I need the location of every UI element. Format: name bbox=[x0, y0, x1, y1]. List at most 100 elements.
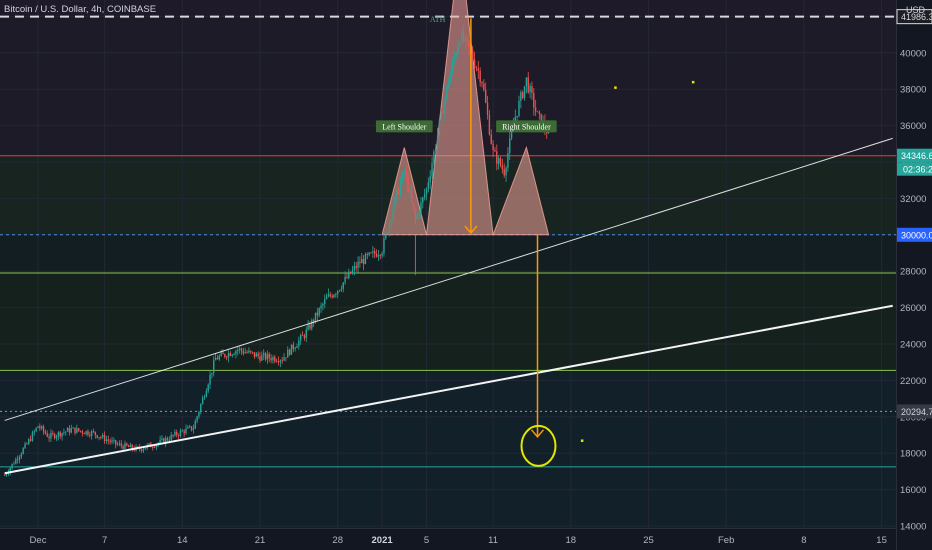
candle-body bbox=[340, 288, 343, 291]
candle-body bbox=[39, 426, 41, 429]
y-tick-label: 26000 bbox=[900, 303, 926, 314]
candle-body bbox=[488, 114, 491, 135]
candle-body bbox=[322, 304, 324, 306]
candle-body bbox=[460, 31, 463, 42]
candle-body bbox=[126, 443, 128, 446]
candle-body bbox=[275, 361, 278, 363]
candle-body bbox=[129, 444, 132, 448]
candle-body bbox=[386, 232, 389, 234]
marker-dot bbox=[691, 80, 695, 84]
candle-body bbox=[290, 344, 293, 355]
candle-body bbox=[233, 354, 235, 355]
candle-body bbox=[370, 252, 372, 254]
candle-body bbox=[87, 431, 89, 435]
annotation-box bbox=[375, 120, 433, 133]
candle-body bbox=[481, 82, 483, 84]
candle-body bbox=[257, 353, 259, 357]
ath-label: ATH bbox=[430, 15, 446, 24]
candle-body bbox=[459, 41, 461, 46]
candle-body bbox=[220, 352, 222, 356]
candle-body bbox=[399, 182, 402, 195]
candle-body bbox=[226, 356, 228, 358]
candle-body bbox=[13, 463, 15, 465]
candle-body bbox=[499, 158, 502, 166]
candle-body bbox=[53, 433, 56, 439]
candle-body bbox=[78, 428, 80, 431]
candle-body bbox=[320, 305, 322, 309]
candle-body bbox=[196, 416, 198, 422]
candle-body bbox=[307, 324, 309, 330]
candle-body bbox=[520, 92, 522, 101]
background-band bbox=[0, 370, 896, 528]
candle-body bbox=[288, 349, 291, 355]
candle-body bbox=[337, 290, 339, 295]
candle-body bbox=[518, 100, 520, 116]
trendline-upper-channel bbox=[4, 137, 893, 421]
candle-body bbox=[296, 346, 298, 348]
candle-body bbox=[357, 261, 359, 269]
candle-body bbox=[305, 329, 307, 339]
head-shoulders-pattern bbox=[381, 0, 550, 236]
candle-body bbox=[103, 435, 106, 442]
candle-body bbox=[240, 348, 243, 351]
candle-body bbox=[216, 357, 219, 360]
candle-body bbox=[496, 151, 498, 164]
candle-body bbox=[440, 110, 442, 121]
candle-body bbox=[377, 255, 380, 257]
candle-body bbox=[266, 354, 269, 360]
candle-body bbox=[283, 357, 285, 361]
background-band bbox=[0, 0, 896, 17]
candle-body bbox=[22, 448, 24, 454]
x-tick-label: Feb bbox=[718, 535, 734, 546]
candle-body bbox=[412, 201, 415, 210]
candle-body bbox=[364, 254, 367, 265]
candle-body bbox=[231, 354, 233, 356]
candle-body bbox=[264, 353, 267, 360]
candle-body bbox=[55, 436, 58, 439]
y-tick-label: 32000 bbox=[900, 194, 926, 205]
candle-body bbox=[523, 86, 526, 98]
candle-body bbox=[527, 77, 529, 93]
candle-body bbox=[338, 290, 341, 291]
candle-body bbox=[118, 443, 121, 445]
candle-body bbox=[312, 320, 315, 322]
candle-body bbox=[346, 277, 348, 279]
candle-body bbox=[538, 112, 541, 114]
candle-body bbox=[359, 261, 361, 264]
candle-body bbox=[109, 440, 111, 442]
candle-body bbox=[153, 447, 156, 448]
candle-body bbox=[414, 209, 417, 220]
candle-body bbox=[48, 436, 50, 439]
candle-body bbox=[311, 320, 313, 329]
candle-body bbox=[179, 430, 182, 436]
candle-body bbox=[425, 188, 428, 195]
candle-body bbox=[344, 277, 346, 283]
annotation-label: Left Shoulder bbox=[382, 122, 427, 131]
x-tick-label: 25 bbox=[643, 535, 654, 546]
candle-body bbox=[37, 426, 39, 428]
candle-body bbox=[120, 443, 122, 446]
candle-body bbox=[248, 350, 250, 353]
candle-body bbox=[33, 431, 35, 433]
x-tick-label: 21 bbox=[255, 535, 266, 546]
candle-body bbox=[451, 61, 454, 73]
candle-body bbox=[468, 40, 470, 48]
candle-body bbox=[200, 404, 202, 412]
candle-body bbox=[385, 232, 387, 239]
candle-body bbox=[507, 153, 509, 168]
currency-label[interactable]: USD bbox=[906, 5, 926, 15]
candle-body bbox=[464, 36, 467, 42]
candle-body bbox=[349, 271, 352, 274]
candle-body bbox=[444, 98, 446, 114]
candle-body bbox=[411, 190, 413, 202]
y-tick-label: 18000 bbox=[900, 449, 926, 460]
candle-body bbox=[483, 83, 485, 91]
candle-body bbox=[253, 352, 256, 357]
candle-body bbox=[368, 252, 370, 255]
x-tick-label: 2021 bbox=[372, 535, 394, 546]
candle-body bbox=[522, 92, 524, 98]
candle-body bbox=[479, 70, 481, 83]
candle-body bbox=[362, 258, 365, 265]
candle-body bbox=[272, 357, 274, 361]
